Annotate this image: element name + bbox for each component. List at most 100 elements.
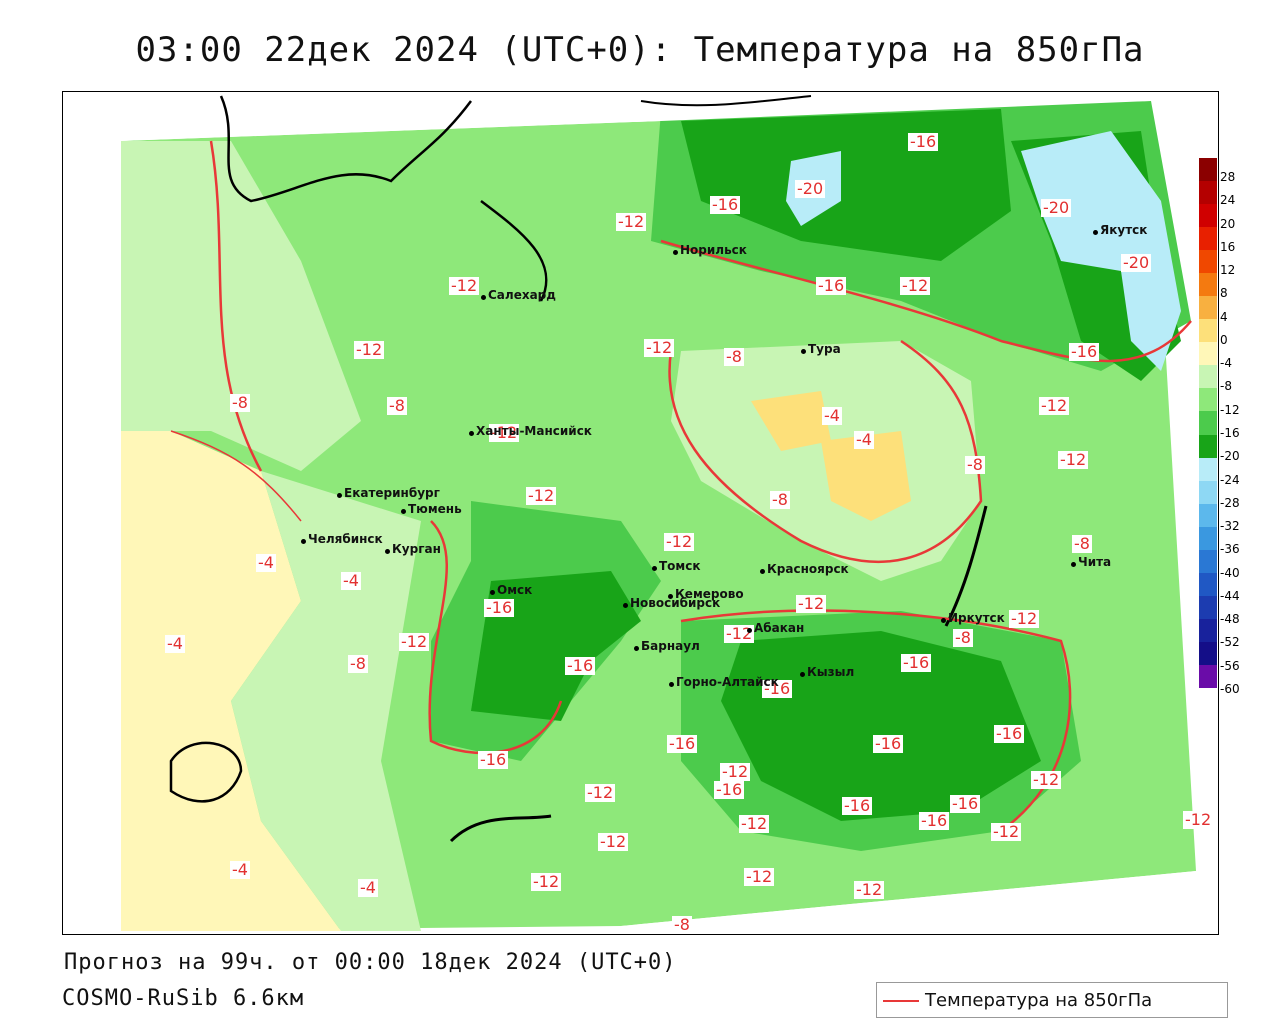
isotherm-label: -12 xyxy=(720,762,751,781)
isotherm-label: -16 xyxy=(994,724,1025,743)
city-marker xyxy=(668,594,673,599)
city-marker xyxy=(652,566,657,571)
city-marker xyxy=(337,493,342,498)
isotherm-label: -4 xyxy=(256,553,276,572)
temperature-field xyxy=(63,92,1218,934)
isotherm-label: -16 xyxy=(1069,342,1100,361)
city-label: Абакан xyxy=(754,621,805,635)
city-marker xyxy=(801,349,806,354)
colorbar-segment xyxy=(1199,296,1217,320)
forecast-text: Прогноз на 99ч. от 00:00 18дек 2024 (UTC… xyxy=(64,950,677,975)
colorbar-segment xyxy=(1199,342,1217,366)
isotherm-label: -16 xyxy=(714,780,745,799)
legend-line-swatch xyxy=(883,1000,919,1002)
city-marker xyxy=(469,431,474,436)
city-label: Салехард xyxy=(488,288,556,302)
colorbar-segment xyxy=(1199,618,1217,643)
isotherm-label: -16 xyxy=(919,811,950,830)
city-marker xyxy=(481,295,486,300)
colorbar-tick-label: -28 xyxy=(1220,495,1240,510)
colorbar-segment xyxy=(1199,388,1217,412)
isotherm-label: -12 xyxy=(854,880,885,899)
colorbar-tick-label: -4 xyxy=(1220,356,1232,371)
isotherm-label: -12 xyxy=(744,867,775,886)
isotherm-label: -12 xyxy=(1009,609,1040,628)
colorbar-segment xyxy=(1199,411,1217,435)
isotherm-label: -12 xyxy=(598,832,629,851)
colorbar-segment xyxy=(1199,503,1217,528)
isotherm-label: -12 xyxy=(991,822,1022,841)
isotherm-label: -8 xyxy=(770,490,790,509)
city-label: Горно-Алтайск xyxy=(676,675,779,689)
isotherm-label: -8 xyxy=(724,347,744,366)
isotherm-label: -16 xyxy=(816,276,847,295)
isotherm-label: -8 xyxy=(230,393,250,412)
isotherm-label: -12 xyxy=(616,212,647,231)
city-label: Чита xyxy=(1078,555,1112,569)
map-area[interactable]: -16 -20 -16 -20 -20 -12 -12 -16 -12 -12 -12 -8 -16 -8… xyxy=(62,91,1219,935)
city-label: Ханты-Мансийск xyxy=(476,424,592,438)
city-label: Новосибирск xyxy=(630,596,721,610)
colorbar-segment xyxy=(1199,273,1217,297)
isotherm-label: -12 xyxy=(449,276,480,295)
colorbar-tick-label: 12 xyxy=(1220,263,1236,278)
colorbar-tick-label: -32 xyxy=(1220,519,1240,534)
isotherm-label: -8 xyxy=(953,628,973,647)
isotherm-label: -16 xyxy=(478,750,509,769)
isotherm-label: -20 xyxy=(795,179,826,198)
colorbar-tick-label: -20 xyxy=(1220,449,1240,464)
city-marker xyxy=(401,509,406,514)
colorbar-segment xyxy=(1199,319,1217,343)
city-marker xyxy=(385,549,390,554)
city-marker xyxy=(747,628,752,633)
city-label: Тура xyxy=(808,342,841,356)
city-marker xyxy=(760,569,765,574)
colorbar-segment xyxy=(1199,664,1217,689)
legend-box: Температура на 850гПа xyxy=(876,982,1228,1018)
isotherm-label: -12 xyxy=(796,594,827,613)
isotherm-label: -8 xyxy=(672,915,692,934)
colorbar-segment xyxy=(1199,480,1217,505)
isotherm-label: -12 xyxy=(1031,770,1062,789)
city-marker xyxy=(673,250,678,255)
isotherm-label: -16 xyxy=(873,734,904,753)
city-label: Курган xyxy=(392,542,441,556)
colorbar-tick-label: -60 xyxy=(1220,682,1240,696)
isotherm-label: -12 xyxy=(526,486,557,505)
legend-label: Температура на 850гПа xyxy=(925,990,1153,1011)
city-label: Норильск xyxy=(680,243,747,257)
isotherm-label: -16 xyxy=(565,656,596,675)
isotherm-label: -4 xyxy=(341,571,361,590)
colorbar-segment xyxy=(1199,250,1217,274)
city-marker xyxy=(634,646,639,651)
city-label: Кызыл xyxy=(807,665,855,679)
city-marker xyxy=(623,603,628,608)
isotherm-label: -20 xyxy=(1121,253,1152,272)
isotherm-label: -12 xyxy=(724,624,755,643)
isotherm-label: -8 xyxy=(965,455,985,474)
map-title: 03:00 22дек 2024 (UTC+0): Температура на… xyxy=(135,30,1145,70)
isotherm-label: -12 xyxy=(1058,450,1089,469)
city-marker xyxy=(669,682,674,687)
city-label: Кемерово xyxy=(675,587,744,601)
colorbar-tick-label: 20 xyxy=(1220,216,1236,231)
colorbar-tick-label: -52 xyxy=(1220,635,1240,650)
isotherm-label: -12 xyxy=(585,783,616,802)
colorbar-segment xyxy=(1199,641,1217,666)
isotherm-label: -16 xyxy=(901,653,932,672)
isotherm-label: -16 xyxy=(842,796,873,815)
isotherm-label: -16 xyxy=(908,132,939,151)
colorbar-tick-label: 16 xyxy=(1220,239,1236,254)
city-label: Омск xyxy=(497,583,533,597)
colorbar-tick-label: -36 xyxy=(1220,542,1240,557)
isotherm-label: -12 xyxy=(644,338,675,357)
city-marker xyxy=(1071,562,1076,567)
colorbar-tick-label: -48 xyxy=(1220,612,1240,627)
colorbar-tick-label: 28 xyxy=(1220,170,1236,184)
colorbar-tick-label: -16 xyxy=(1220,426,1240,440)
city-label: Тюмень xyxy=(408,502,462,516)
colorbar-segment xyxy=(1199,227,1217,251)
isotherm-label: -12 xyxy=(531,872,562,891)
colorbar-segment xyxy=(1199,526,1217,551)
colorbar-segment xyxy=(1199,434,1217,459)
